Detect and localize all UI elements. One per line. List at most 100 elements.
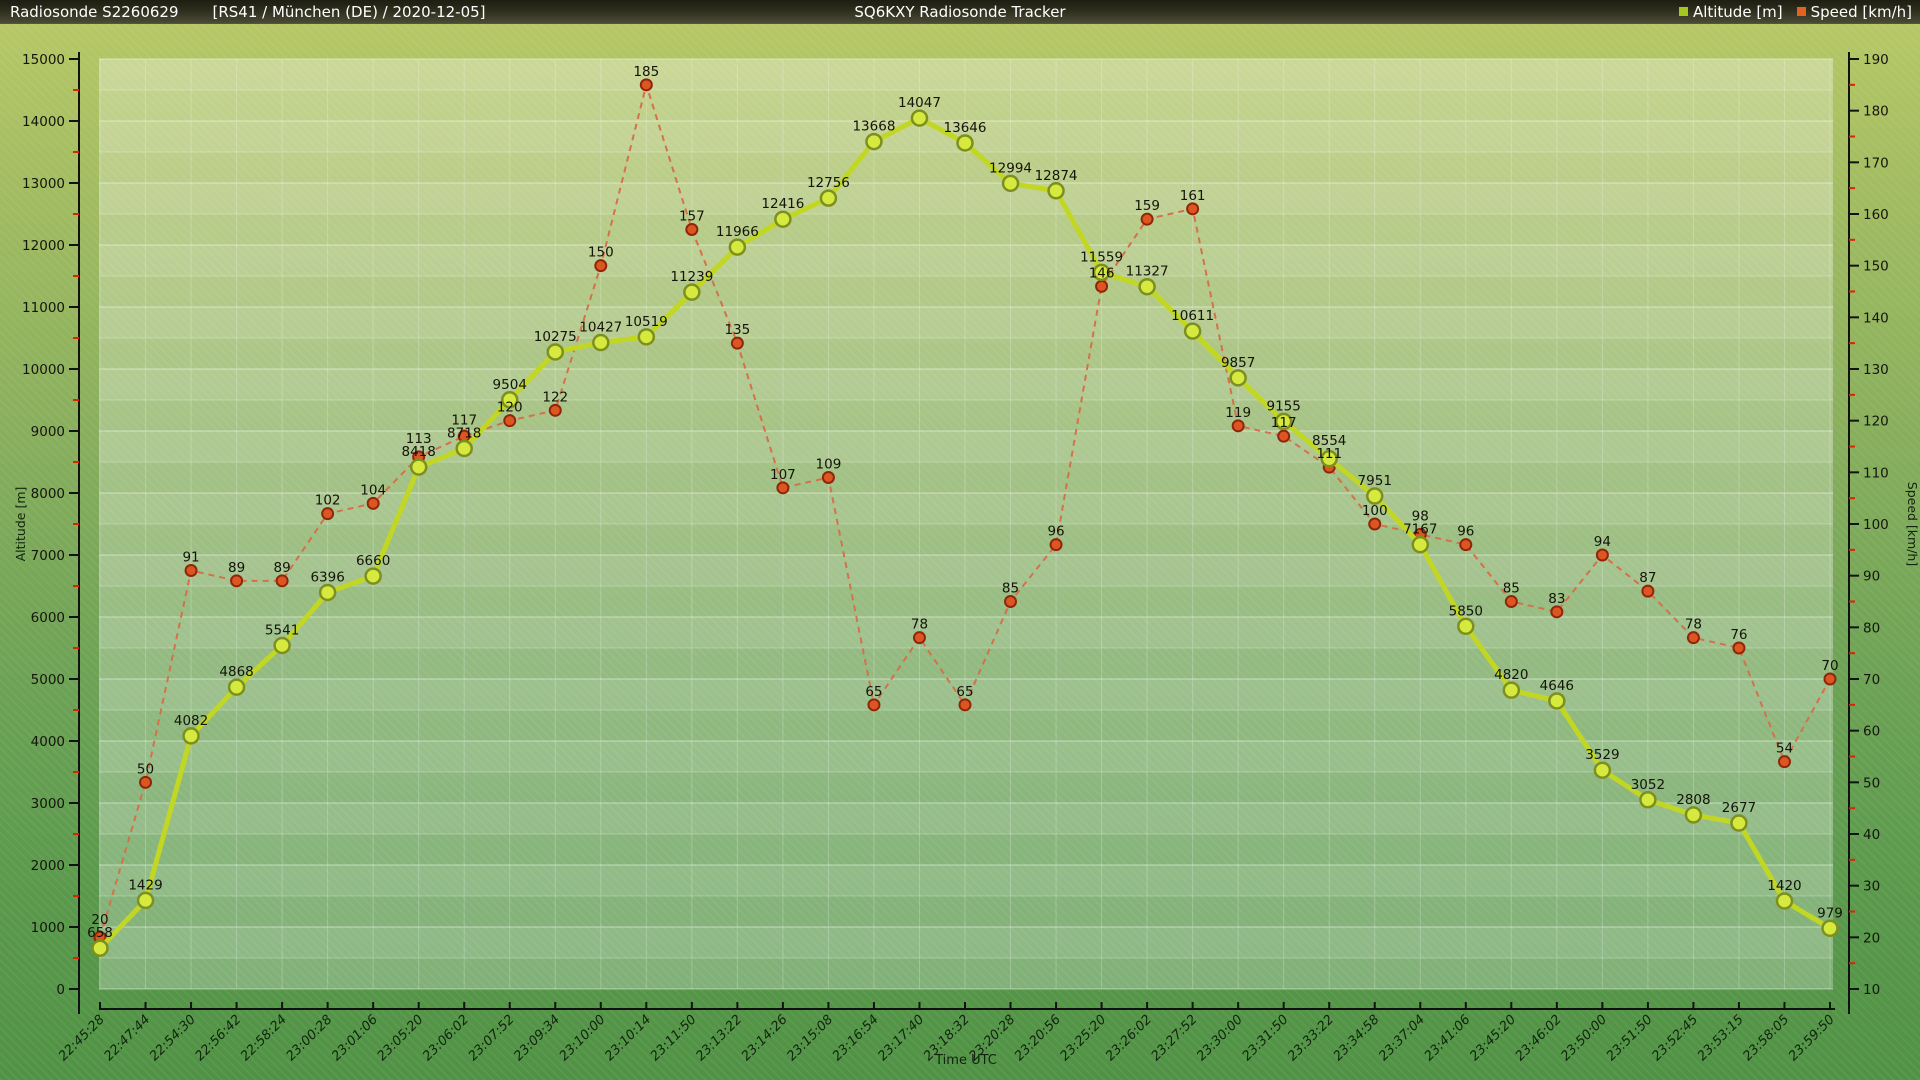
speed-value-label: 85 — [1002, 581, 1019, 597]
altitude-point[interactable] — [455, 439, 473, 458]
altitude-point[interactable] — [728, 238, 747, 256]
altitude-tick-label: 1000 — [31, 920, 65, 936]
altitude-point[interactable] — [1502, 681, 1521, 699]
speed-tick-label: 110 — [1863, 465, 1889, 481]
altitude-point[interactable] — [819, 189, 838, 207]
altitude-point[interactable] — [1457, 617, 1475, 636]
speed-value-label: 111 — [1316, 446, 1342, 462]
altitude-point[interactable] — [1047, 182, 1065, 200]
altitude-point[interactable] — [1092, 263, 1111, 282]
speed-point[interactable] — [1049, 538, 1063, 552]
altitude-value-label: 4082 — [174, 713, 208, 729]
altitude-point[interactable] — [1821, 919, 1839, 938]
speed-point[interactable] — [776, 481, 790, 495]
altitude-value-label: 11966 — [716, 224, 759, 240]
altitude-point[interactable] — [273, 636, 291, 655]
speed-tick-label: 130 — [1863, 362, 1889, 378]
speed-point[interactable] — [1140, 212, 1154, 226]
speed-point[interactable] — [912, 631, 926, 645]
speed-point[interactable] — [1231, 419, 1245, 433]
altitude-point[interactable] — [1365, 487, 1384, 505]
speed-point[interactable] — [730, 336, 744, 350]
speed-point[interactable] — [1277, 429, 1291, 443]
altitude-point[interactable] — [683, 283, 701, 301]
altitude-point[interactable] — [1411, 535, 1430, 554]
speed-point[interactable] — [594, 259, 608, 273]
time-tick-label: 23:58:05 — [1740, 1012, 1792, 1064]
speed-point[interactable] — [321, 507, 335, 521]
altitude-point[interactable] — [318, 583, 337, 602]
altitude-tick-label: 14000 — [22, 114, 65, 130]
speed-point[interactable] — [1823, 672, 1837, 686]
time-tick-label: 23:05:20 — [375, 1012, 427, 1064]
altitude-point[interactable] — [1001, 174, 1020, 193]
altitude-point[interactable] — [865, 132, 883, 151]
time-tick-label: 23:34:58 — [1331, 1012, 1383, 1064]
speed-point[interactable] — [1686, 631, 1700, 645]
altitude-value-label: 14047 — [898, 95, 941, 111]
altitude-value-label: 5541 — [265, 622, 299, 638]
altitude-point[interactable] — [1593, 761, 1612, 779]
speed-point[interactable] — [503, 414, 517, 428]
time-tick-label: 23:20:56 — [1012, 1012, 1064, 1064]
time-tick-label: 23:15:08 — [784, 1012, 836, 1064]
altitude-point[interactable] — [1775, 892, 1794, 910]
altitude-point[interactable] — [1684, 806, 1703, 824]
altitude-point[interactable] — [364, 567, 382, 585]
altitude-point[interactable] — [500, 391, 519, 409]
speed-value-label: 91 — [182, 550, 199, 566]
altitude-point[interactable] — [136, 891, 155, 910]
time-tick-label: 23:50:00 — [1558, 1012, 1610, 1064]
altitude-point[interactable] — [227, 678, 246, 696]
speed-point[interactable] — [867, 698, 881, 712]
speed-point[interactable] — [1504, 595, 1518, 608]
altitude-value-label: 13668 — [852, 119, 895, 135]
speed-point[interactable] — [1459, 538, 1473, 552]
altitude-point[interactable] — [1548, 692, 1566, 710]
time-tick-label: 22:54:30 — [147, 1012, 199, 1064]
altitude-point[interactable] — [1320, 449, 1338, 468]
speed-point[interactable] — [1095, 279, 1109, 293]
altitude-point[interactable] — [910, 109, 929, 127]
altitude-point[interactable] — [956, 134, 974, 152]
speed-point[interactable] — [1368, 517, 1382, 531]
speed-point[interactable] — [1595, 548, 1609, 562]
altitude-point[interactable] — [774, 210, 792, 228]
altitude-point[interactable] — [1138, 277, 1156, 296]
speed-point[interactable] — [230, 574, 244, 588]
speed-point[interactable] — [639, 78, 653, 92]
altitude-value-label: 4820 — [1494, 667, 1528, 683]
speed-point[interactable] — [685, 223, 699, 236]
altitude-value-label: 6660 — [356, 553, 390, 569]
speed-point[interactable] — [1732, 641, 1746, 655]
speed-point[interactable] — [366, 496, 380, 510]
speed-point[interactable] — [1004, 595, 1018, 608]
altitude-point[interactable] — [409, 458, 428, 476]
speed-point[interactable] — [1641, 584, 1655, 598]
altitude-point[interactable] — [1229, 369, 1247, 387]
speed-value-label: 54 — [1776, 741, 1793, 757]
speed-point[interactable] — [184, 564, 198, 577]
altitude-point[interactable] — [1730, 814, 1748, 832]
speed-point[interactable] — [275, 574, 289, 588]
altitude-point[interactable] — [182, 727, 200, 745]
speed-point[interactable] — [548, 403, 562, 417]
altitude-value-label: 10519 — [625, 314, 668, 330]
altitude-point[interactable] — [592, 333, 610, 352]
speed-point[interactable] — [139, 775, 153, 789]
altitude-point[interactable] — [1639, 791, 1657, 809]
speed-point[interactable] — [958, 698, 972, 712]
legend-item-speed[interactable]: Speed [km/h] — [1796, 3, 1912, 21]
speed-value-label: 107 — [770, 467, 796, 483]
altitude-point[interactable] — [91, 939, 109, 957]
speed-point[interactable] — [1186, 202, 1200, 216]
altitude-point[interactable] — [546, 343, 565, 361]
altitude-point[interactable] — [1183, 322, 1202, 340]
altitude-point[interactable] — [637, 328, 656, 346]
speed-point[interactable] — [1550, 605, 1564, 619]
speed-value-label: 157 — [679, 209, 705, 225]
altitude-point[interactable] — [1274, 412, 1293, 431]
speed-point[interactable] — [1777, 755, 1791, 769]
speed-point[interactable] — [821, 471, 835, 484]
legend-item-altitude[interactable]: Altitude [m] — [1678, 3, 1783, 21]
